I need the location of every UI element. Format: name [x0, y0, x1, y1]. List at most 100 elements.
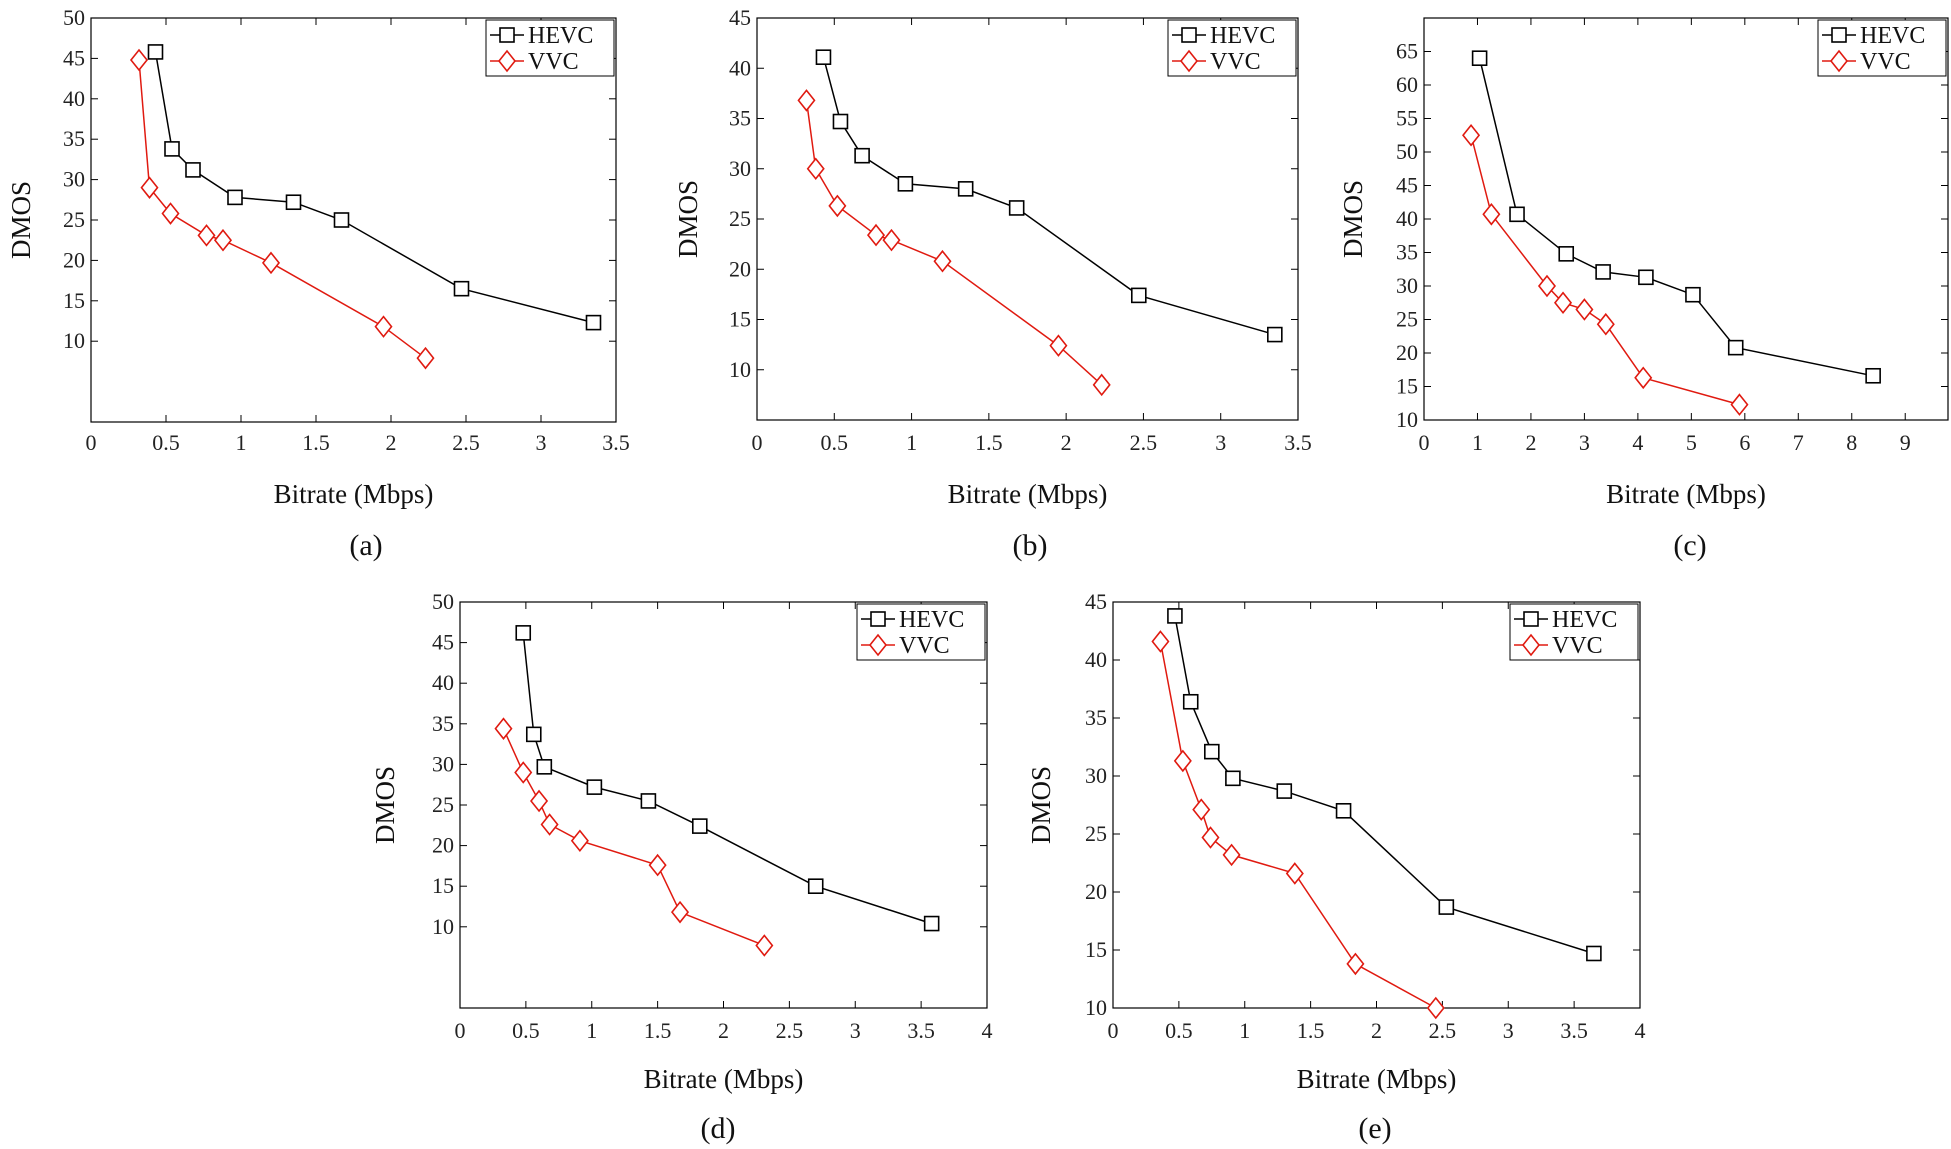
data-point-diamond [1596, 312, 1615, 336]
plot-frame [1423, 17, 1949, 421]
x-tick-label: 3.5 [907, 1018, 935, 1043]
legend-entry-hevc: HEVC [861, 607, 964, 633]
y-tick-label: 25 [1396, 307, 1418, 332]
x-tick-label: 2 [386, 430, 397, 455]
data-point-square [453, 280, 470, 297]
data-point-square [1335, 802, 1352, 819]
data-point-diamond [866, 223, 886, 247]
data-point-diamond [416, 346, 435, 370]
y-tick-label: 40 [729, 55, 751, 80]
data-point-diamond [828, 194, 847, 218]
panel-caption: (d) [701, 1112, 736, 1145]
data-point-square [1727, 339, 1744, 356]
legend-entry-vvc: VVC [1514, 633, 1603, 659]
legend-label: HEVC [1860, 23, 1925, 49]
y-tick-label: 45 [1085, 589, 1107, 614]
series-vvc [1462, 123, 1749, 416]
x-tick-label: 0.5 [512, 1018, 540, 1043]
x-tick-label: 3 [1503, 1018, 1514, 1043]
data-point-diamond [933, 249, 952, 273]
y-tick-label: 45 [432, 630, 454, 655]
y-tick-label: 25 [432, 792, 454, 817]
legend-square-icon [1831, 27, 1847, 43]
x-axis-label: Bitrate (Mbps) [948, 479, 1108, 509]
data-point-square [815, 49, 832, 65]
data-point-square [285, 194, 302, 211]
legend-diamond-icon [1829, 49, 1849, 73]
y-tick-label: 30 [729, 156, 751, 181]
panel-caption: (b) [1013, 529, 1048, 562]
data-point-diamond [806, 157, 825, 181]
data-point-square [1438, 899, 1455, 915]
y-tick-label: 50 [63, 5, 85, 30]
data-point-diamond [1201, 826, 1220, 849]
x-tick-label: 9 [1900, 430, 1911, 455]
data-point-diamond [1092, 373, 1111, 397]
data-point-diamond [1482, 203, 1501, 226]
legend-entry-vvc: VVC [490, 49, 579, 75]
y-tick-label: 10 [1085, 995, 1107, 1020]
data-point-square [515, 625, 532, 641]
series-line-vvc [1159, 641, 1437, 1009]
data-point-diamond [648, 853, 667, 877]
panel-caption: (e) [1358, 1112, 1391, 1145]
x-tick-label: 1.5 [644, 1018, 672, 1043]
legend-label: HEVC [1210, 23, 1275, 49]
data-point-square [691, 818, 708, 834]
x-axis-label: Bitrate (Mbps) [274, 479, 434, 509]
data-point-square [1130, 287, 1147, 304]
y-tick-label: 60 [1396, 72, 1418, 97]
x-tick-label: 5 [1686, 430, 1697, 455]
data-point-square [333, 212, 350, 228]
x-tick-label: 1 [1472, 430, 1483, 455]
data-point-square [1276, 783, 1293, 799]
chart-panel-c: 0 1 2 3 4 5 6 7 8 9101520253035404550556065Bitrat… [1338, 17, 1949, 562]
x-tick-label: 8 [1846, 430, 1857, 455]
data-point-diamond [1462, 123, 1481, 147]
panel-caption: (c) [1673, 529, 1706, 562]
y-tick-label: 30 [1396, 273, 1418, 298]
x-tick-label: 7 [1793, 430, 1804, 455]
legend-entry-hevc: HEVC [1822, 23, 1925, 49]
legend-label: VVC [528, 49, 579, 75]
series-line-hevc [154, 51, 594, 324]
y-tick-label: 45 [1396, 173, 1418, 198]
x-tick-label: 0.5 [821, 430, 849, 455]
data-point-square [1167, 608, 1183, 624]
x-tick-label: 1 [906, 430, 917, 455]
data-point-square [1471, 50, 1488, 67]
y-tick-label: 40 [63, 86, 85, 111]
y-tick-label: 40 [1085, 647, 1107, 672]
x-tick-label: 3 [536, 430, 547, 455]
data-point-diamond [1173, 749, 1192, 773]
y-tick-label: 35 [1396, 240, 1418, 265]
y-tick-label: 20 [1085, 879, 1107, 904]
legend-diamond-icon [1521, 633, 1541, 657]
data-point-square [854, 147, 870, 164]
y-tick-label: 50 [432, 589, 454, 614]
data-point-diamond [1346, 952, 1365, 976]
series-hevc [515, 625, 940, 932]
data-point-square [164, 141, 180, 157]
x-tick-label: 6 [1739, 430, 1750, 455]
legend-label: VVC [899, 633, 950, 659]
x-tick-label: 1 [586, 1018, 597, 1043]
data-point-diamond [882, 228, 901, 252]
data-point-diamond [1192, 798, 1211, 821]
data-point-diamond [161, 202, 180, 225]
data-point-square [586, 779, 603, 795]
data-point-diamond [530, 789, 549, 813]
chart-panel-e: 0 0.5 1 1.5 2 2.5 3 3.5 4 10 15 20 25 30 35 40 45 Bitrate… [1026, 589, 1646, 1145]
y-tick-label: 45 [729, 5, 751, 30]
x-axis-label: Bitrate (Mbps) [1297, 1064, 1457, 1094]
y-tick-label: 45 [63, 45, 85, 70]
y-tick-label: 25 [63, 207, 85, 232]
data-point-diamond [261, 251, 281, 275]
series-vvc [129, 48, 435, 370]
data-point-square [640, 793, 657, 809]
legend-entry-vvc: VVC [1172, 49, 1261, 75]
data-point-diamond [1222, 843, 1241, 867]
y-tick-label: 25 [729, 206, 751, 231]
